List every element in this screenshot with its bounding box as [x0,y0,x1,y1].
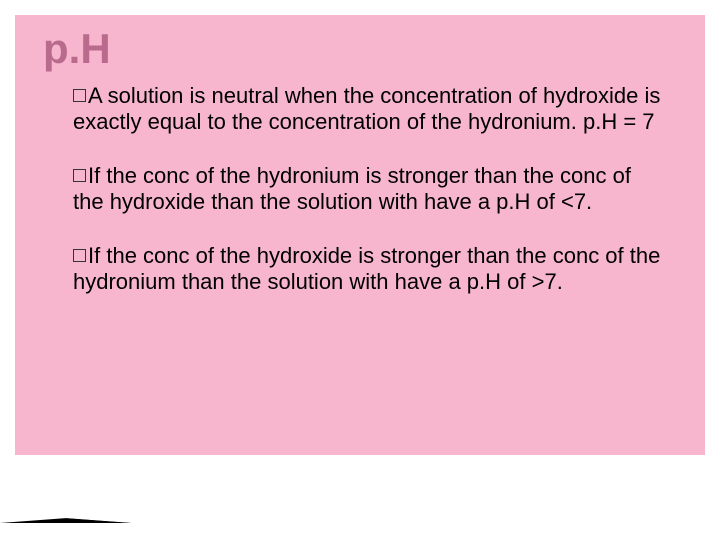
bullet-lead: If [88,243,100,268]
bullet-lead: A [88,83,101,108]
bullet-item: If the conc of the hydroxide is stronger… [73,243,661,295]
bullet-item: If the conc of the hydronium is stronger… [73,163,661,215]
bullet-text: the conc of the hydroxide is stronger th… [73,243,660,294]
bullet-icon [73,89,86,102]
slide: p.H A solution is neutral when the conce… [0,0,720,540]
bullet-lead: If [88,163,100,188]
slide-title: p.H [15,15,705,83]
decorative-wedge [0,513,135,523]
bullet-icon [73,169,86,182]
bullet-list: A solution is neutral when the concentra… [15,83,705,295]
content-panel: p.H A solution is neutral when the conce… [15,15,705,455]
bullet-text: the conc of the hydronium is stronger th… [73,163,631,214]
bullet-item: A solution is neutral when the concentra… [73,83,661,135]
bullet-icon [73,249,86,262]
bullet-text: solution is neutral when the concentrati… [73,83,660,134]
